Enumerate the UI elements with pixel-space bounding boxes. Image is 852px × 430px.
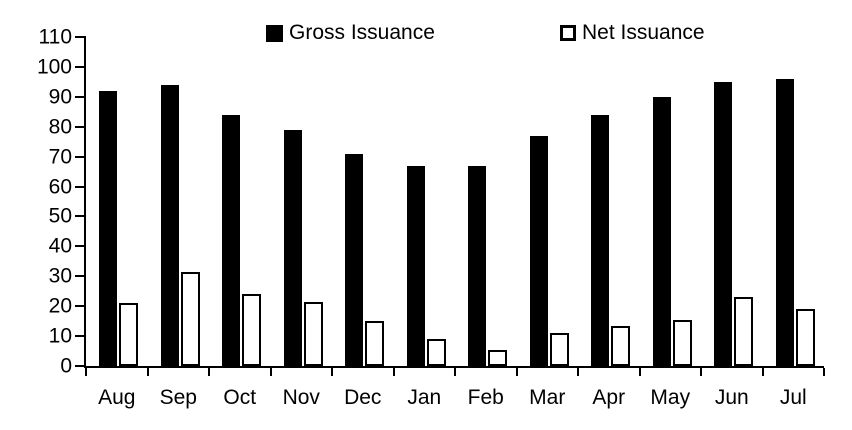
legend-label-gross-issuance: Gross Issuance bbox=[289, 21, 435, 44]
bar-net-sep bbox=[180, 271, 200, 366]
y-axis-label-10: 10 bbox=[48, 324, 72, 348]
x-axis-label-may: May bbox=[650, 386, 691, 409]
y-axis-tick-60 bbox=[75, 185, 86, 188]
bar-gross-sep bbox=[160, 84, 179, 366]
legend-item-net-issuance: Net Issuance bbox=[560, 22, 705, 44]
x-axis-tick-0 bbox=[85, 368, 87, 376]
bar-gross-feb bbox=[468, 165, 486, 366]
bar-net-feb bbox=[488, 349, 507, 366]
y-axis-tick-10 bbox=[75, 335, 86, 338]
bar-gross-jan bbox=[406, 165, 425, 366]
gross-issuance-swatch-icon bbox=[266, 24, 283, 42]
x-axis-label-jan: Jan bbox=[407, 386, 442, 409]
legend-item-gross-issuance: Gross Issuance bbox=[266, 22, 435, 44]
x-axis-label-nov: Nov bbox=[282, 386, 320, 409]
bar-gross-may bbox=[652, 96, 671, 366]
x-axis-tick-9 bbox=[638, 368, 641, 376]
y-axis-tick-110 bbox=[75, 36, 86, 38]
bar-net-apr bbox=[611, 325, 630, 366]
net-issuance-swatch-icon bbox=[560, 25, 576, 41]
y-axis-label-20: 20 bbox=[48, 294, 72, 318]
y-axis-tick-90 bbox=[75, 95, 86, 98]
x-axis-tick-6 bbox=[454, 368, 456, 376]
y-axis-label-110: 110 bbox=[38, 25, 72, 49]
bar-gross-mar bbox=[529, 135, 548, 366]
bar-net-may bbox=[672, 319, 692, 366]
bar-gross-apr bbox=[591, 114, 609, 366]
plot-area: 0 10 20 30 40 50 60 70 80 90 100 110 Aug Sep Oct Nov Dec… bbox=[37, 27, 825, 409]
x-axis-label-aug: Aug bbox=[98, 386, 136, 409]
x-axis-tick-3 bbox=[269, 368, 272, 376]
x-axis-label-feb: Feb bbox=[467, 386, 504, 409]
y-axis-label-40: 40 bbox=[48, 234, 72, 258]
y-axis-label-60: 60 bbox=[48, 175, 72, 199]
y-axis-tick-40 bbox=[75, 245, 86, 248]
x-axis-tick-5 bbox=[392, 368, 395, 376]
y-axis-label-50: 50 bbox=[48, 204, 72, 228]
bar-net-dec bbox=[365, 321, 384, 366]
y-axis-label-70: 70 bbox=[48, 145, 72, 169]
x-axis-tick-1 bbox=[146, 368, 149, 376]
bar-gross-jun bbox=[714, 81, 732, 366]
x-axis-label-oct: Oct bbox=[223, 386, 257, 409]
bar-net-jan bbox=[426, 339, 446, 366]
y-axis-tick-80 bbox=[75, 125, 86, 128]
bar-net-jun bbox=[734, 297, 753, 366]
x-axis-label-dec: Dec bbox=[344, 386, 382, 409]
y-axis-label-80: 80 bbox=[48, 115, 72, 139]
y-axis-tick-0 bbox=[75, 365, 86, 367]
x-axis-label-jun: Jun bbox=[714, 386, 749, 409]
y-axis-tick-30 bbox=[75, 275, 86, 278]
y-axis-tick-50 bbox=[75, 215, 86, 218]
legend-label-net-issuance: Net Issuance bbox=[582, 21, 705, 44]
bar-gross-dec bbox=[345, 153, 363, 366]
y-axis-label-90: 90 bbox=[48, 85, 72, 109]
x-axis-label-sep: Sep bbox=[159, 386, 197, 409]
bar-net-jul bbox=[795, 309, 815, 366]
bar-gross-oct bbox=[222, 114, 240, 366]
x-axis-label-apr: Apr bbox=[592, 386, 626, 409]
x-axis-tick-11 bbox=[761, 368, 764, 376]
bar-gross-nov bbox=[283, 129, 302, 366]
bar-net-nov bbox=[303, 301, 323, 366]
x-axis-tick-2 bbox=[208, 368, 210, 376]
y-axis-label-100: 100 bbox=[36, 55, 72, 79]
bar-net-aug bbox=[119, 303, 138, 366]
x-axis-tick-10 bbox=[700, 368, 702, 376]
x-axis-tick-12 bbox=[823, 368, 825, 376]
x-axis-tick-8 bbox=[577, 368, 579, 376]
y-axis-tick-70 bbox=[75, 155, 86, 158]
bar-gross-jul bbox=[775, 78, 794, 366]
y-axis-label-0: 0 bbox=[60, 354, 72, 378]
bar-net-oct bbox=[242, 294, 261, 366]
x-axis-tick-7 bbox=[515, 368, 518, 376]
x-axis-label-jul: Jul bbox=[779, 386, 807, 409]
y-axis-tick-20 bbox=[75, 305, 86, 308]
bar-gross-aug bbox=[99, 90, 117, 366]
y-axis-label-30: 30 bbox=[48, 264, 72, 288]
bar-net-mar bbox=[549, 333, 569, 366]
y-axis-tick-100 bbox=[75, 65, 86, 68]
x-axis-label-mar: Mar bbox=[529, 386, 566, 409]
x-axis-tick-4 bbox=[331, 368, 333, 376]
